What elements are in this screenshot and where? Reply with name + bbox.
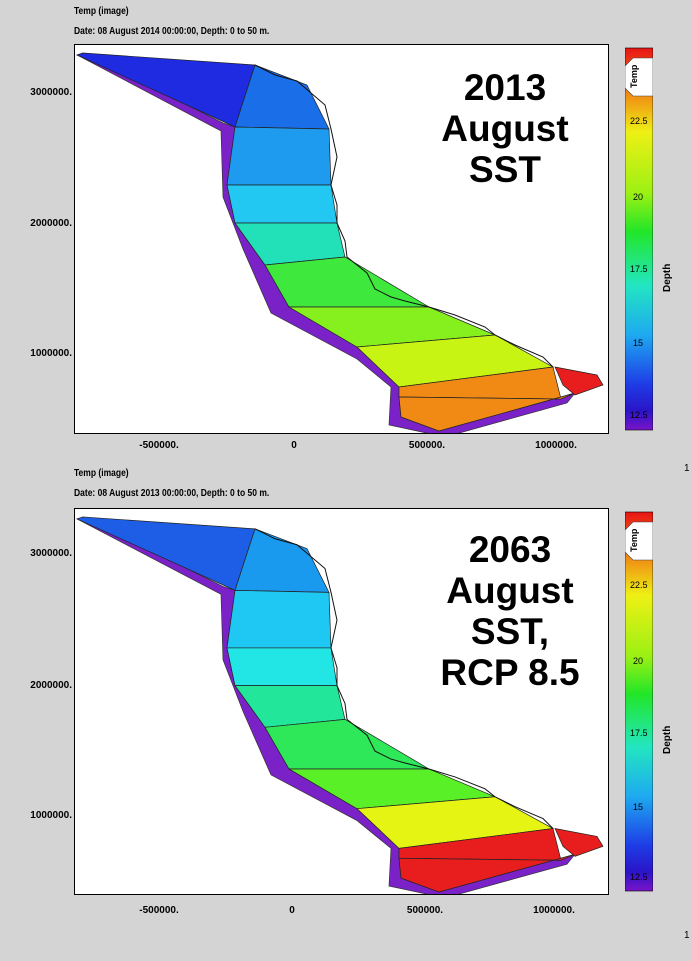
colorbar-label: 12.5: [630, 410, 648, 420]
colorbar-title: Temp: [629, 528, 639, 552]
y-tick-label: 1000000.: [30, 348, 72, 359]
y-axis: 3000000. 2000000. 1000000.: [0, 508, 72, 898]
overlay-line: RCP 8.5: [440, 652, 580, 693]
temperature-zone: [76, 516, 256, 591]
y-tick-label: 3000000.: [30, 87, 72, 98]
coastal-tip: [554, 828, 604, 857]
coastal-shelf: [76, 516, 604, 894]
temperature-zone: [76, 52, 256, 128]
coastal-tip: [554, 366, 604, 396]
colorbar: Temp 22.5 20 17.5 15 12.5: [625, 44, 653, 432]
temperature-zone: [398, 392, 576, 432]
y-tick-label: 2000000.: [30, 218, 72, 229]
colorbar-label: 15: [633, 802, 644, 812]
colorbar-label: 12.5: [630, 872, 648, 882]
x-tick-label: 0: [289, 905, 295, 916]
temperature-zone: [398, 853, 576, 893]
map-svg: [76, 516, 604, 894]
colorbar-title: Temp: [629, 64, 639, 88]
overlay-label: 2013 August SST: [425, 67, 585, 190]
colorbar-label: 20: [633, 656, 644, 666]
x-tick-label: 500000.: [408, 440, 446, 451]
overlay-line: August: [441, 108, 569, 149]
overlay-line: 2063: [468, 529, 552, 570]
coastline: [254, 64, 554, 368]
overlay-line: 2013: [463, 67, 547, 108]
panel-title: Temp (image): [74, 468, 129, 479]
edge-mark: 1: [684, 463, 690, 474]
colorbar-label: 22.5: [630, 580, 648, 590]
temperature-zone: [264, 719, 431, 770]
temperature-zone: [264, 256, 431, 308]
depth-label: Depth: [662, 263, 673, 292]
temperature-zone: [226, 647, 338, 686]
colorbar-label: 20: [633, 192, 644, 202]
map-svg: [76, 52, 604, 433]
coastal-shelf: [76, 52, 604, 433]
y-tick-label: 2000000.: [30, 680, 72, 691]
x-tick-label: -500000.: [139, 905, 179, 916]
colorbar-label: 15: [633, 338, 644, 348]
coastline: [254, 528, 554, 829]
y-tick-label: 1000000.: [30, 810, 72, 821]
overlay-line: August: [446, 570, 574, 611]
x-tick-label: 1000000.: [533, 905, 575, 916]
y-axis: 3000000. 2000000. 1000000.: [0, 44, 72, 434]
x-axis: -500000. 0 500000. 1000000.: [74, 440, 607, 460]
colorbar-svg: [625, 511, 653, 892]
panel-subtitle: Date: 08 August 2013 00:00:00, Depth: 0 …: [74, 488, 270, 499]
colorbar: Temp 22.5 20 17.5 15 12.5: [625, 508, 653, 893]
panel-title: Temp (image): [74, 6, 129, 17]
temperature-zone: [226, 126, 332, 186]
temperature-zone: [226, 590, 332, 649]
map-plot-area[interactable]: 2013 August SST: [74, 44, 609, 434]
colorbar-label: 17.5: [630, 264, 648, 274]
x-tick-label: 1000000.: [535, 440, 577, 451]
colorbar-label: 22.5: [630, 116, 648, 126]
x-tick-label: 500000.: [406, 905, 444, 916]
x-axis: -500000. 0 500000. 1000000.: [74, 905, 607, 925]
x-tick-label: -500000.: [139, 440, 179, 451]
x-tick-label: 0: [291, 440, 297, 451]
colorbar-svg: [625, 47, 653, 431]
map-panel-2063: Temp (image) Date: 08 August 2013 00:00:…: [0, 462, 691, 961]
overlay-line: SST,: [470, 611, 550, 652]
temperature-zone: [226, 184, 338, 224]
y-tick-label: 3000000.: [30, 548, 72, 559]
panel-subtitle: Date: 08 August 2014 00:00:00, Depth: 0 …: [74, 26, 270, 37]
colorbar-label: 17.5: [630, 728, 648, 738]
edge-mark: 1: [684, 930, 690, 941]
overlay-label: 2063 August SST, RCP 8.5: [420, 529, 600, 693]
map-plot-area[interactable]: 2063 August SST, RCP 8.5: [74, 508, 609, 895]
depth-label: Depth: [662, 725, 673, 754]
overlay-line: SST: [469, 149, 541, 190]
map-panel-2013: Temp (image) Date: 08 August 2014 00:00:…: [0, 0, 691, 462]
